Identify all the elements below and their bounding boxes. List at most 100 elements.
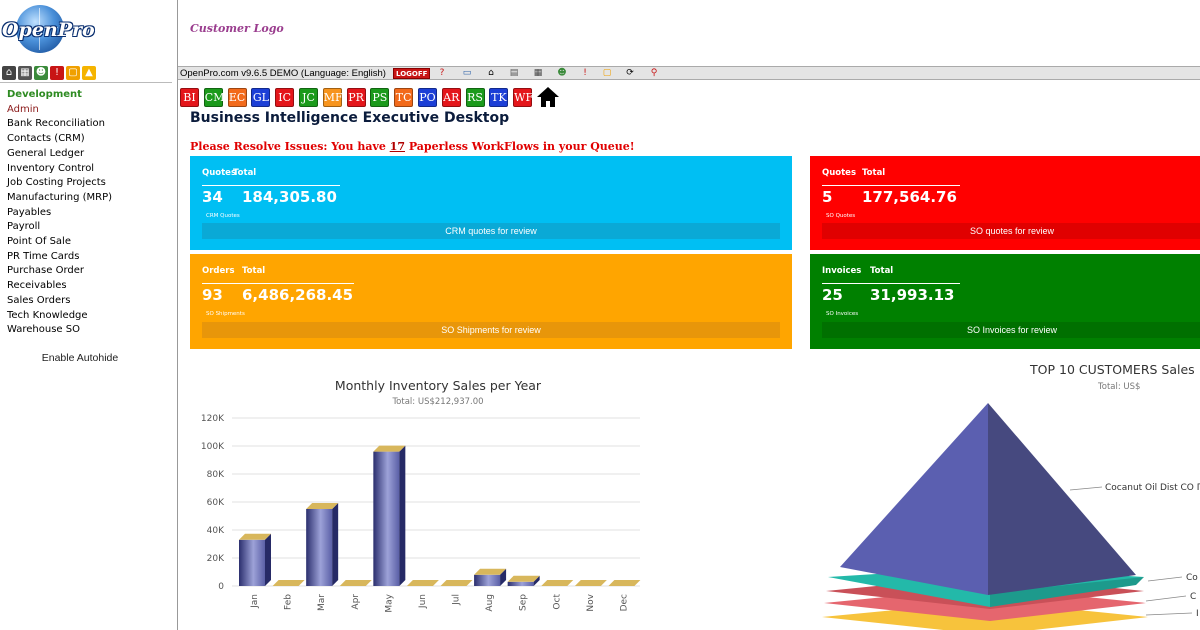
note-icon[interactable]: ▢ <box>66 66 80 80</box>
panel-so-shipments: Orders Total 93 6,486,268.45 SO Shipment… <box>190 254 792 349</box>
users-icon[interactable]: ☻ <box>34 66 48 80</box>
panel-divider <box>822 283 960 284</box>
panel-total-header: Total <box>870 266 894 276</box>
calculator-icon[interactable]: ▦ <box>18 66 32 80</box>
module-button-mf[interactable]: MF <box>322 87 343 107</box>
logoff-button[interactable]: LOGOFF <box>393 68 431 79</box>
id-card-icon[interactable]: ▭ <box>462 68 472 78</box>
sidebar-item-warehouse-so[interactable]: Warehouse SO <box>7 324 80 336</box>
sidebar-item-job-costing-projects[interactable]: Job Costing Projects <box>7 177 106 189</box>
bar <box>373 451 400 586</box>
bar-top <box>440 580 473 586</box>
panel-so-invoices: Invoices Total 25 31,993.13 SO Invoices … <box>810 254 1200 349</box>
so-invoices-review-button[interactable]: SO Invoices for review <box>822 322 1200 338</box>
sidebar-item-sales-orders[interactable]: Sales Orders <box>7 294 71 306</box>
sidebar-item-purchase-order[interactable]: Purchase Order <box>7 265 85 277</box>
bar-chart-title: Monthly Inventory Sales per Year <box>334 378 542 393</box>
sidebar-item-tech-knowledge[interactable]: Tech Knowledge <box>7 309 88 321</box>
so-quotes-review-button[interactable]: SO quotes for review <box>822 223 1200 239</box>
help-icon[interactable]: ? <box>439 68 445 78</box>
module-button-ic[interactable]: IC <box>275 87 295 107</box>
sidebar-item-general-ledger[interactable]: General Ledger <box>7 147 85 159</box>
panel-count-header: Orders <box>202 266 235 276</box>
home-icon[interactable]: ⌂ <box>488 68 494 78</box>
module-button-pr[interactable]: PR <box>346 87 366 107</box>
module-button-rs[interactable]: RS <box>465 87 485 107</box>
module-button-bi[interactable]: BI <box>180 87 199 107</box>
globe-icon <box>16 5 64 53</box>
pyramid-leader-line <box>1145 612 1193 616</box>
pyramid-leader-line <box>1147 576 1183 582</box>
workflow-count-link[interactable]: 17 <box>389 140 405 153</box>
refresh-icon[interactable]: ⟳ <box>626 68 634 78</box>
panel-total-header: Total <box>862 168 886 178</box>
module-button-po[interactable]: PO <box>417 87 437 107</box>
sidebar-toolbar: ⌂ ▦ ☻! ▢ ▲ <box>2 66 96 82</box>
sidebar-item-admin[interactable]: Admin <box>7 103 39 115</box>
panel-total-value: 177,564.76 <box>862 188 957 206</box>
bar-side <box>533 575 540 586</box>
openpro-logo[interactable]: OpenPro <box>2 3 95 61</box>
enable-autohide-link[interactable]: Enable Autohide <box>41 352 119 364</box>
bar-top <box>272 580 305 586</box>
x-tick-label: Apr <box>351 594 361 610</box>
pyramid-slice <box>840 403 988 595</box>
note-icon[interactable]: ▢ <box>602 68 612 78</box>
module-button-ec[interactable]: EC <box>227 87 247 107</box>
bar-chart-subtitle: Total: US$212,937.00 <box>392 397 484 407</box>
home-icon[interactable]: ⌂ <box>2 66 16 80</box>
bar <box>507 581 534 586</box>
x-tick-label: Jun <box>418 594 428 609</box>
sidebar-item-bank-reconciliation[interactable]: Bank Reconciliation <box>7 118 106 130</box>
panel-count-value: 25 <box>822 286 843 304</box>
monthly-sales-bar-chart: 0 20K 40K 60K 80K 100K 120K Jan Feb Mar Apr May Jun J… <box>201 414 641 613</box>
calculator-icon[interactable]: ▦ <box>533 68 543 78</box>
sidebar-item-inventory-control[interactable]: Inventory Control <box>7 162 95 174</box>
panel-total-value: 31,993.13 <box>870 286 955 304</box>
version-text: OpenPro.com v9.6.5 DEMO (Language: Engli… <box>180 68 386 79</box>
sidebar-item-receivables[interactable]: Receivables <box>7 280 67 292</box>
so-shipments-review-button[interactable]: SO Shipments for review <box>202 322 780 338</box>
printer-icon[interactable]: ▤ <box>509 68 519 78</box>
alert-icon[interactable]: ! <box>50 66 64 80</box>
module-button-tc[interactable]: TC <box>394 87 414 107</box>
bar-top <box>541 580 574 586</box>
alert-icon[interactable]: ! <box>583 68 587 78</box>
module-button-jc[interactable]: JC <box>298 87 318 107</box>
bar-top <box>406 580 439 586</box>
sidebar-item-point-of-sale[interactable]: Point Of Sale <box>7 236 71 248</box>
pyramid-chart-subtitle: Total: US$ <box>1098 382 1141 392</box>
module-button-tk[interactable]: TK <box>489 87 509 107</box>
bar <box>474 574 501 586</box>
panel-count-value: 5 <box>822 188 833 206</box>
y-tick-label: 80K <box>207 470 225 480</box>
module-button-ar[interactable]: AR <box>441 87 461 107</box>
module-button-cm[interactable]: CM <box>203 87 224 107</box>
panel-count-value: 34 <box>202 188 223 206</box>
bar-top <box>239 533 271 540</box>
bar-side <box>500 568 507 586</box>
sidebar-item-development[interactable]: Development <box>7 89 82 100</box>
panel-caption: SO Shipments <box>206 311 245 317</box>
x-tick-label: Mar <box>317 594 327 611</box>
x-tick-label: Jan <box>250 594 260 609</box>
module-button-wf[interactable]: WF <box>513 87 533 107</box>
sidebar-item-payroll[interactable]: Payroll <box>7 221 41 233</box>
bar-top <box>373 445 406 452</box>
users-icon[interactable]: ☻ <box>557 68 567 78</box>
bar-side <box>332 503 339 586</box>
module-button-gl[interactable]: GL <box>251 87 271 107</box>
top-customers-pyramid-chart: Cocanut Oil Dist CO Π Co CI <box>822 403 1200 630</box>
logo-text: OpenPro <box>2 19 95 41</box>
sidebar-item-pr-time-cards[interactable]: PR Time Cards <box>7 250 80 262</box>
x-tick-label: Jul <box>452 594 462 606</box>
sidebar-item-payables[interactable]: Payables <box>7 206 52 218</box>
home-icon[interactable] <box>536 87 559 107</box>
search-icon[interactable]: ⚲ <box>650 68 658 78</box>
sidebar-menu: Development Admin Bank Reconciliation Conta… <box>7 88 112 338</box>
sidebar-item-contacts-crm[interactable]: Contacts (CRM) <box>7 133 85 145</box>
crm-quotes-review-button[interactable]: CRM quotes for review <box>202 223 780 239</box>
warning-icon[interactable]: ▲ <box>82 66 96 80</box>
sidebar-item-manufacturing-mrp[interactable]: Manufacturing (MRP) <box>7 191 112 203</box>
module-button-ps[interactable]: PS <box>370 87 390 107</box>
